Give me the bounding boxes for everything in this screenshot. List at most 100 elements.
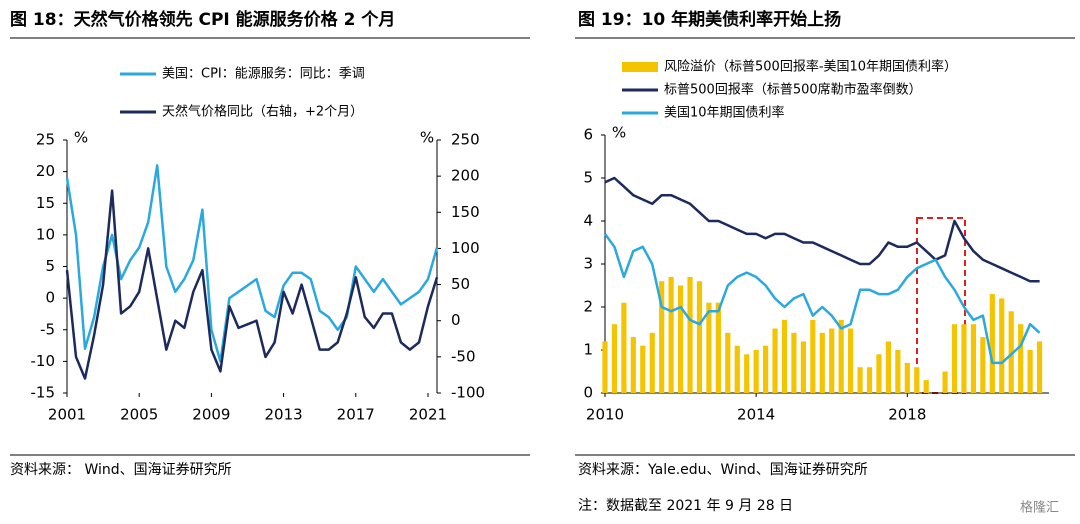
bar [687, 276, 693, 393]
x-tick-label: 2009 [192, 406, 230, 424]
y2-tick-label: 0 [451, 311, 461, 329]
bar [734, 345, 740, 393]
series-line [65, 189, 439, 380]
bar [611, 324, 618, 393]
bar [602, 341, 608, 393]
legend-label: 美国：CPI：能源服务：同比：季调 [162, 66, 365, 82]
bar [999, 298, 1005, 393]
y-tick-label: 25 [36, 131, 55, 149]
x-tick-label: 2005 [120, 406, 158, 424]
bar [1008, 311, 1014, 393]
series-line [603, 233, 1041, 365]
y-tick-label: 0 [45, 289, 55, 307]
bar [923, 380, 929, 393]
bar [725, 332, 731, 393]
bar [961, 324, 967, 393]
y2-tick-label: -100 [451, 384, 485, 402]
source: 资料来源：Yale.edu、Wind、国海证券研究所 [578, 462, 868, 478]
bar [989, 294, 995, 393]
bar [848, 328, 854, 393]
bar [914, 367, 920, 393]
x-tick-label: 2021 [409, 406, 447, 424]
y2-tick-label: 150 [451, 203, 480, 221]
x-tick-label: 2018 [888, 406, 926, 424]
y-tick-label: -5 [40, 320, 55, 338]
bar [706, 302, 712, 393]
bar [857, 367, 863, 393]
y-tick-label: 3 [583, 255, 593, 273]
y2-tick-label: 200 [451, 167, 480, 185]
bar [980, 337, 986, 393]
note: 注：数据截至 2021 年 9 月 28 日 [578, 498, 793, 514]
y2-tick-label: 50 [451, 275, 470, 293]
x-tick-label: 2014 [737, 406, 775, 424]
bar [876, 354, 882, 393]
y-tick-label: 0 [583, 384, 593, 402]
x-tick-label: 2017 [337, 406, 375, 424]
y2-tick-label: -50 [451, 347, 476, 365]
y-tick-label: 15 [36, 194, 55, 212]
legend-label: 美国10年期国债利率 [664, 105, 785, 121]
legend-label: 标普500回报率（标普500席勒市盈率倒数） [664, 82, 922, 98]
y-unit: % [74, 129, 88, 147]
chart-title: 图 19：10 年期美债利率开始上扬 [578, 9, 841, 30]
y-unit: % [612, 124, 626, 142]
bar [781, 319, 788, 393]
bar [810, 319, 816, 393]
y-tick-label: 4 [583, 212, 593, 230]
watermark: 格隆汇 [1020, 500, 1059, 516]
bar [1027, 350, 1033, 393]
y2-unit: % [420, 129, 434, 147]
bar [800, 341, 806, 393]
x-tick-label: 2001 [48, 406, 86, 424]
x-tick-label: 2013 [264, 406, 302, 424]
legend-label: 天然气价格同比（右轴，+2个月） [162, 104, 363, 120]
bar [772, 328, 778, 393]
bar [640, 345, 646, 393]
bar [1018, 324, 1024, 393]
y-tick-label: -15 [31, 384, 56, 402]
bar [951, 324, 958, 393]
y-tick-label: 2 [583, 298, 593, 316]
y-tick-label: 20 [36, 162, 55, 180]
bar [829, 328, 835, 393]
bar [970, 324, 977, 393]
bar [885, 341, 892, 393]
bar [819, 332, 825, 393]
bar [677, 285, 684, 393]
y-tick-label: -10 [31, 352, 56, 370]
source: 资料来源： Wind、国海证券研究所 [10, 462, 232, 478]
y-tick-label: 6 [583, 126, 593, 144]
y-tick-label: 10 [36, 225, 55, 243]
bar [762, 345, 769, 393]
y-tick-label: 5 [583, 169, 593, 187]
legend-label: 风险溢价（标普500回报率-美国10年期国债利率） [664, 59, 957, 75]
bar [630, 337, 636, 393]
chart-title: 图 18：天然气价格领先 CPI 能源服务价格 2 个月 [10, 9, 395, 30]
x-tick-label: 2010 [586, 406, 624, 424]
y2-tick-label: 100 [451, 239, 480, 257]
bar [649, 332, 655, 393]
y-tick-label: 5 [45, 257, 55, 275]
bar [942, 371, 948, 393]
bar [668, 276, 674, 393]
legend-swatch [622, 62, 658, 72]
bar [659, 281, 665, 393]
y-tick-label: 1 [583, 341, 593, 359]
bar [753, 350, 759, 393]
bar [621, 302, 627, 393]
bar [895, 350, 901, 393]
bar [838, 319, 844, 393]
bar [904, 362, 910, 393]
series-line [604, 176, 1040, 283]
bar [1036, 341, 1043, 393]
bar [791, 332, 797, 393]
bar [715, 302, 721, 393]
y2-tick-label: 250 [451, 131, 480, 149]
bar [696, 281, 703, 393]
highlight-box [916, 217, 966, 394]
bar [744, 354, 750, 393]
series-line [65, 164, 439, 363]
bar [866, 367, 873, 393]
